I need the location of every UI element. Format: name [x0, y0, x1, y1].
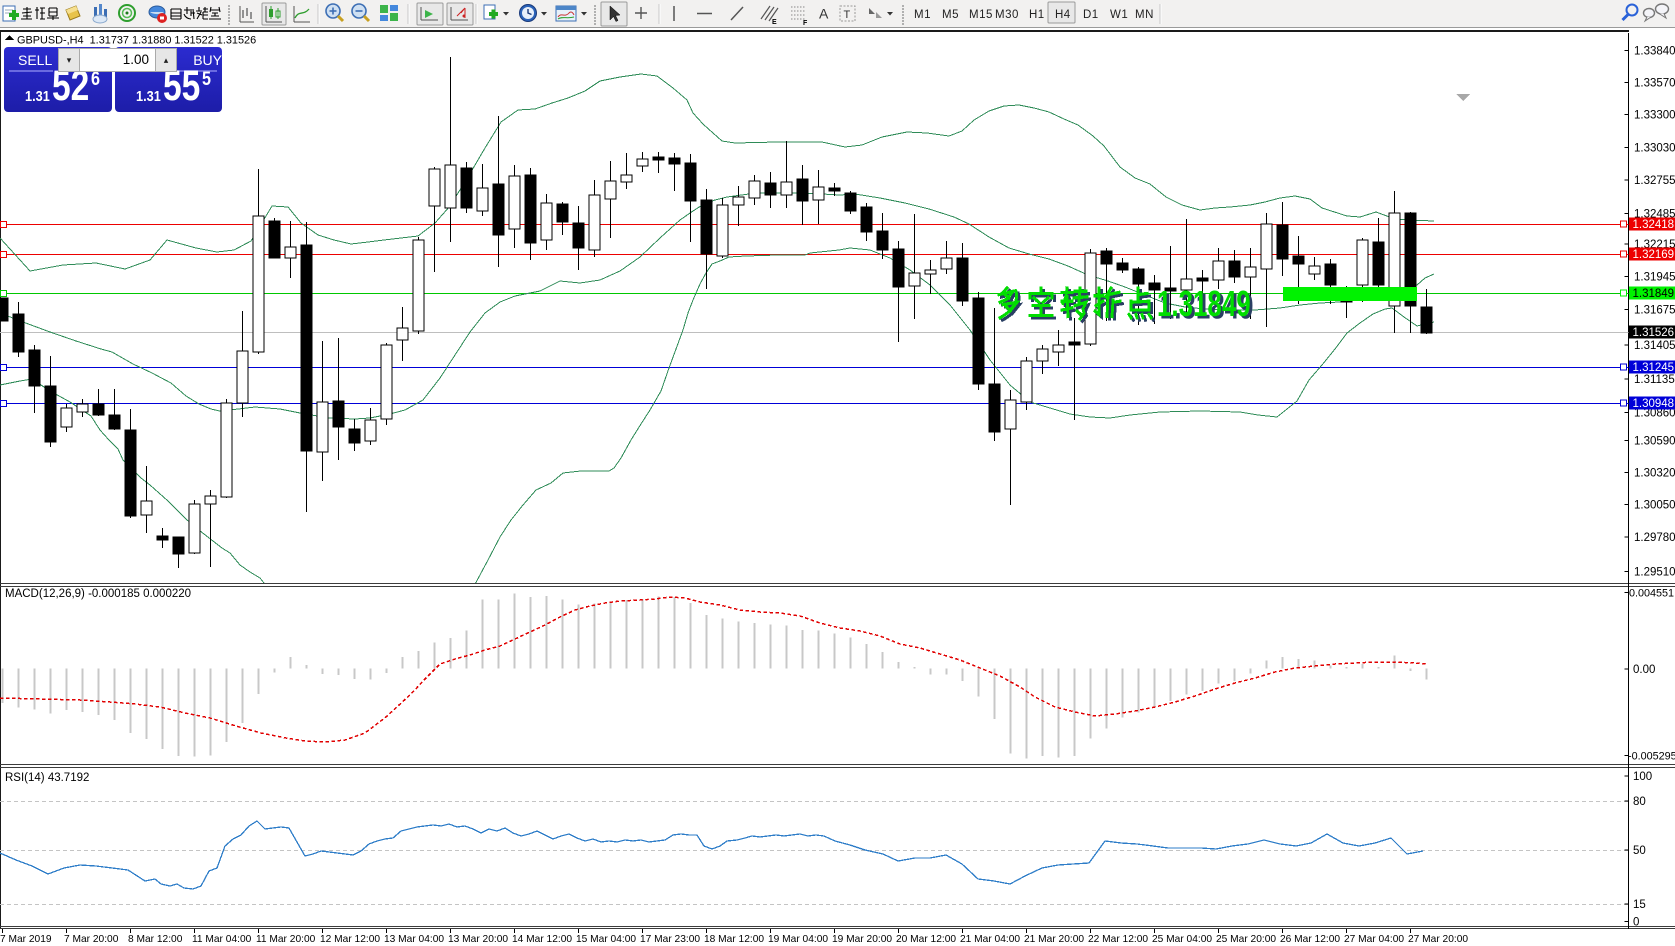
- svg-text:1.32169: 1.32169: [1633, 249, 1675, 261]
- svg-text:D1: D1: [1083, 9, 1099, 21]
- svg-text:1.30860: 1.30860: [1634, 408, 1675, 420]
- svg-text:19 Mar 04:00: 19 Mar 04:00: [768, 934, 828, 945]
- svg-text:1.31135: 1.31135: [1634, 374, 1675, 386]
- svg-text:1.29780: 1.29780: [1634, 532, 1675, 544]
- svg-text:26 Mar 12:00: 26 Mar 12:00: [1280, 934, 1340, 945]
- svg-text:80: 80: [1633, 796, 1646, 808]
- svg-text:1.33300: 1.33300: [1634, 109, 1675, 121]
- svg-text:M30: M30: [995, 9, 1019, 21]
- svg-text:MN: MN: [1135, 9, 1154, 21]
- svg-text:27 Mar 04:00: 27 Mar 04:00: [1344, 934, 1404, 945]
- svg-text:1.31849: 1.31849: [1160, 286, 1254, 326]
- svg-text:27 Mar 20:00: 27 Mar 20:00: [1408, 934, 1468, 945]
- svg-text:22 Mar 12:00: 22 Mar 12:00: [1088, 934, 1148, 945]
- svg-text:1.31245: 1.31245: [1633, 362, 1675, 374]
- svg-text:12 Mar 12:00: 12 Mar 12:00: [320, 934, 380, 945]
- svg-text:0.004551: 0.004551: [1629, 588, 1674, 600]
- svg-text:1.29510: 1.29510: [1634, 567, 1675, 579]
- svg-text:1.33570: 1.33570: [1634, 77, 1675, 89]
- svg-text:1.31849: 1.31849: [1157, 284, 1251, 324]
- svg-text:T: T: [844, 9, 851, 21]
- svg-text:100: 100: [1633, 771, 1652, 783]
- svg-text:7 Mar 2019: 7 Mar 2019: [0, 934, 52, 945]
- svg-text:F: F: [803, 20, 808, 27]
- svg-text:21 Mar 04:00: 21 Mar 04:00: [960, 934, 1020, 945]
- svg-text:1.30590: 1.30590: [1634, 436, 1675, 448]
- svg-text:18 Mar 12:00: 18 Mar 12:00: [704, 934, 764, 945]
- svg-text:7 Mar 20:00: 7 Mar 20:00: [64, 934, 119, 945]
- svg-text:1.32485: 1.32485: [1634, 208, 1675, 220]
- svg-text:21 Mar 20:00: 21 Mar 20:00: [1024, 934, 1084, 945]
- svg-text:E: E: [772, 19, 777, 26]
- svg-text:13 Mar 04:00: 13 Mar 04:00: [384, 934, 444, 945]
- svg-text:H1: H1: [1029, 9, 1045, 21]
- svg-text:17 Mar 23:00: 17 Mar 23:00: [640, 934, 700, 945]
- svg-text:RSI(14) 43.7192: RSI(14) 43.7192: [5, 772, 89, 784]
- svg-text:1.30948: 1.30948: [1633, 398, 1675, 410]
- svg-text:25 Mar 04:00: 25 Mar 04:00: [1152, 934, 1212, 945]
- svg-text:13 Mar 20:00: 13 Mar 20:00: [448, 934, 508, 945]
- svg-text:1.31675: 1.31675: [1634, 305, 1675, 317]
- svg-text:1.31945: 1.31945: [1634, 271, 1675, 283]
- svg-text:M15: M15: [969, 9, 993, 21]
- svg-text:1.30050: 1.30050: [1634, 500, 1675, 512]
- svg-text:1.33030: 1.33030: [1634, 143, 1675, 155]
- svg-text:1.32755: 1.32755: [1634, 175, 1675, 187]
- svg-text:50: 50: [1633, 845, 1646, 857]
- svg-text:20 Mar 12:00: 20 Mar 12:00: [896, 934, 956, 945]
- svg-text:11 Mar 04:00: 11 Mar 04:00: [192, 934, 252, 945]
- svg-text:1.31526: 1.31526: [1633, 327, 1675, 339]
- svg-text:15 Mar 04:00: 15 Mar 04:00: [576, 934, 636, 945]
- svg-text:1.31849: 1.31849: [1633, 288, 1675, 300]
- svg-text:1.31405: 1.31405: [1634, 340, 1675, 352]
- svg-text:11 Mar 20:00: 11 Mar 20:00: [256, 934, 316, 945]
- svg-text:1.33840: 1.33840: [1634, 45, 1675, 57]
- svg-text:25 Mar 20:00: 25 Mar 20:00: [1216, 934, 1276, 945]
- svg-text:M5: M5: [942, 9, 959, 21]
- svg-text:GBPUSD-,H4 1.31737 1.31880 1.: GBPUSD-,H4 1.31737 1.31880 1.31522 1.315…: [17, 35, 256, 47]
- svg-text:8 Mar 12:00: 8 Mar 12:00: [128, 934, 183, 945]
- svg-text:0.00: 0.00: [1633, 664, 1655, 676]
- svg-text:14 Mar 12:00: 14 Mar 12:00: [512, 934, 572, 945]
- svg-text:H4: H4: [1055, 9, 1071, 21]
- svg-text:1.30320: 1.30320: [1634, 468, 1675, 480]
- svg-text:19 Mar 20:00: 19 Mar 20:00: [832, 934, 892, 945]
- svg-text:15: 15: [1633, 899, 1646, 911]
- svg-text:M1: M1: [914, 9, 931, 21]
- svg-text:A: A: [819, 6, 829, 22]
- svg-text:0: 0: [1633, 917, 1639, 929]
- svg-text:1.32418: 1.32418: [1633, 219, 1675, 231]
- svg-text:MACD(12,26,9) -0.000185 0.0002: MACD(12,26,9) -0.000185 0.000220: [5, 588, 191, 600]
- svg-text:W1: W1: [1110, 9, 1128, 21]
- svg-text:-0.005295: -0.005295: [1628, 751, 1675, 763]
